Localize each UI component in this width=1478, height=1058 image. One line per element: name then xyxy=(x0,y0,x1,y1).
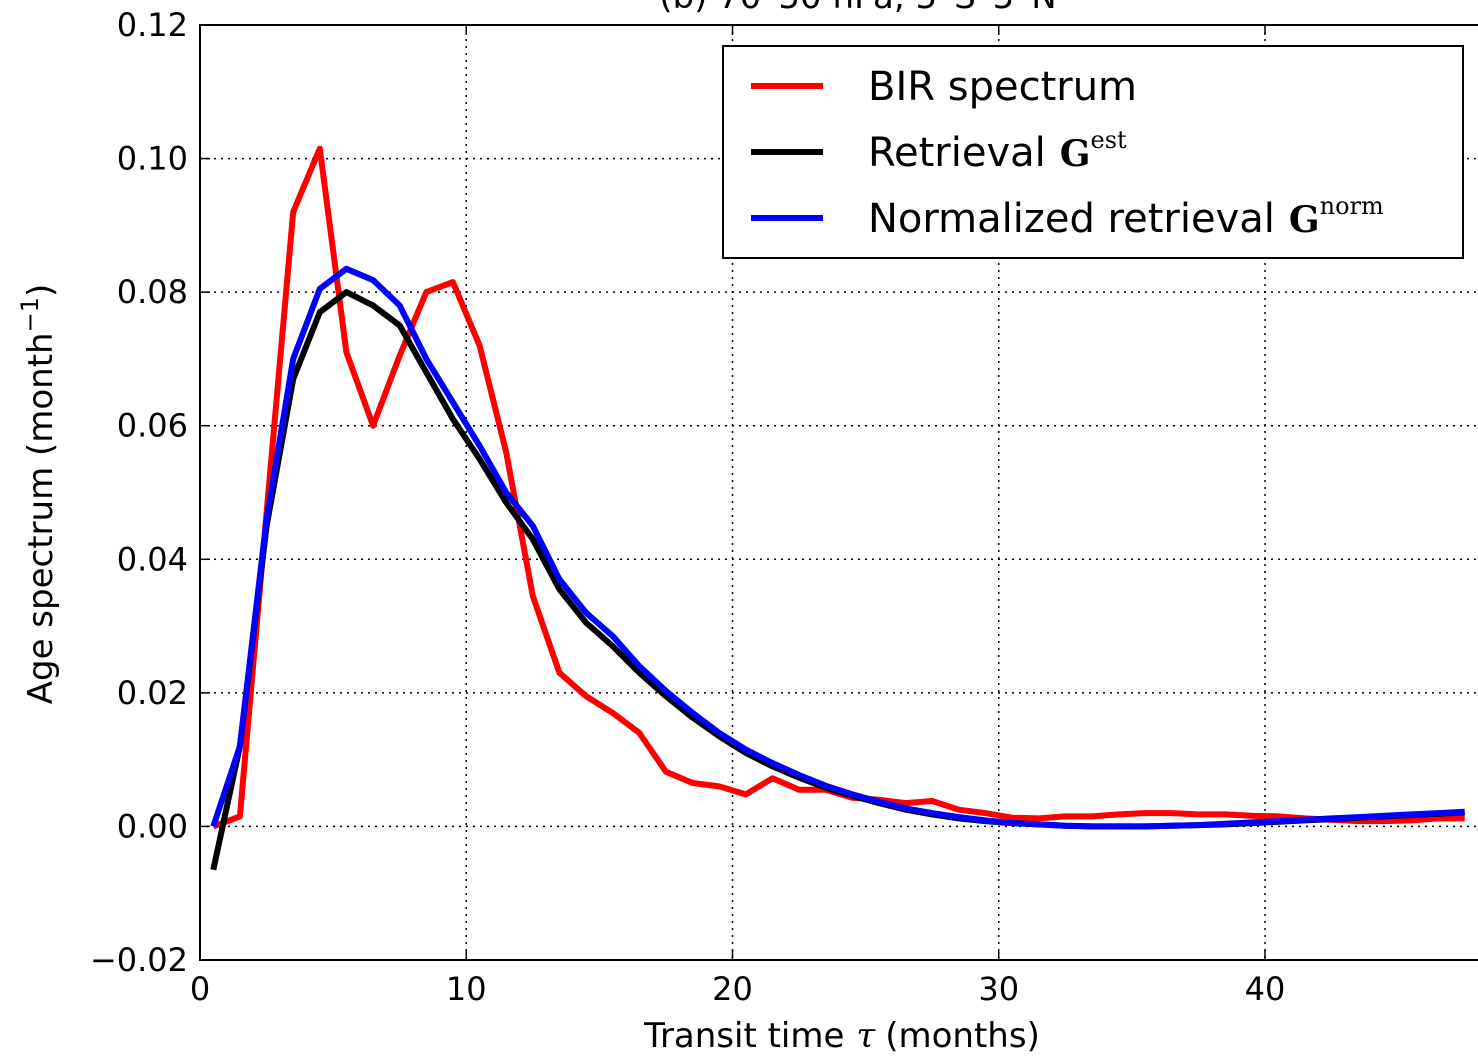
y-tick-label: 0.08 xyxy=(117,273,188,311)
series-lines xyxy=(210,145,1465,871)
legend-label-name: Retrieval xyxy=(868,130,1046,176)
legend-label-1: Retrieval Gest xyxy=(868,126,1127,176)
axis-ticks: 0 10 20 30 40 −0.02 0.00 0.02 0.04 0.06 0.08 0.10 0.… xyxy=(90,6,1285,1008)
y-tick-label: 0.04 xyxy=(117,540,188,578)
y-tick-label: −0.02 xyxy=(90,941,188,979)
x-axis-label-symbol: τ xyxy=(856,1016,876,1056)
y-axis-label-text: Age spectrum (month xyxy=(21,332,61,704)
legend-label-symbol: G xyxy=(1289,199,1320,241)
y-tick-label: 0.06 xyxy=(117,407,188,445)
y-tick-label: 0.02 xyxy=(117,674,188,712)
legend-label-2: Normalized retrieval Gnorm xyxy=(868,192,1384,242)
x-tick-label: 10 xyxy=(446,970,487,1008)
legend-label-name: BIR spectrum xyxy=(868,64,1137,110)
legend-label-symbol: G xyxy=(1060,133,1091,175)
legend-label-0: BIR spectrum xyxy=(868,64,1137,110)
x-tick-label: 40 xyxy=(1245,970,1286,1008)
legend-label-sup: est xyxy=(1091,126,1128,154)
chart-title: (b) 70–50 hPa, 5°S–5°N xyxy=(659,0,1057,17)
x-tick-label: 20 xyxy=(712,970,753,1008)
y-axis-label-sup: −1 xyxy=(16,297,44,332)
legend-label-name: Normalized retrieval xyxy=(868,196,1275,242)
y-axis-label: Age spectrum (month−1) xyxy=(16,284,61,705)
x-axis-label-text: Transit time xyxy=(643,1016,844,1056)
x-axis-label-unit: (months) xyxy=(885,1016,1040,1056)
y-tick-label: 0.12 xyxy=(117,6,188,44)
plot-frame xyxy=(199,24,1478,961)
series-line-1 xyxy=(210,289,1465,871)
legend-box xyxy=(722,45,1464,259)
x-axis-label: Transit time τ (months) xyxy=(643,1016,1040,1056)
y-tick-label: 0.10 xyxy=(117,140,188,178)
x-tick-label: 0 xyxy=(190,970,210,1008)
series-line-2 xyxy=(210,265,1465,830)
y-tick-label: 0.00 xyxy=(117,807,188,845)
x-tick-label: 30 xyxy=(978,970,1019,1008)
legend-label-sup: norm xyxy=(1320,192,1384,220)
legend: BIR spectrum Retrieval Gest Normalized retr… xyxy=(722,45,1464,259)
y-axis-label-close: ) xyxy=(21,284,61,297)
